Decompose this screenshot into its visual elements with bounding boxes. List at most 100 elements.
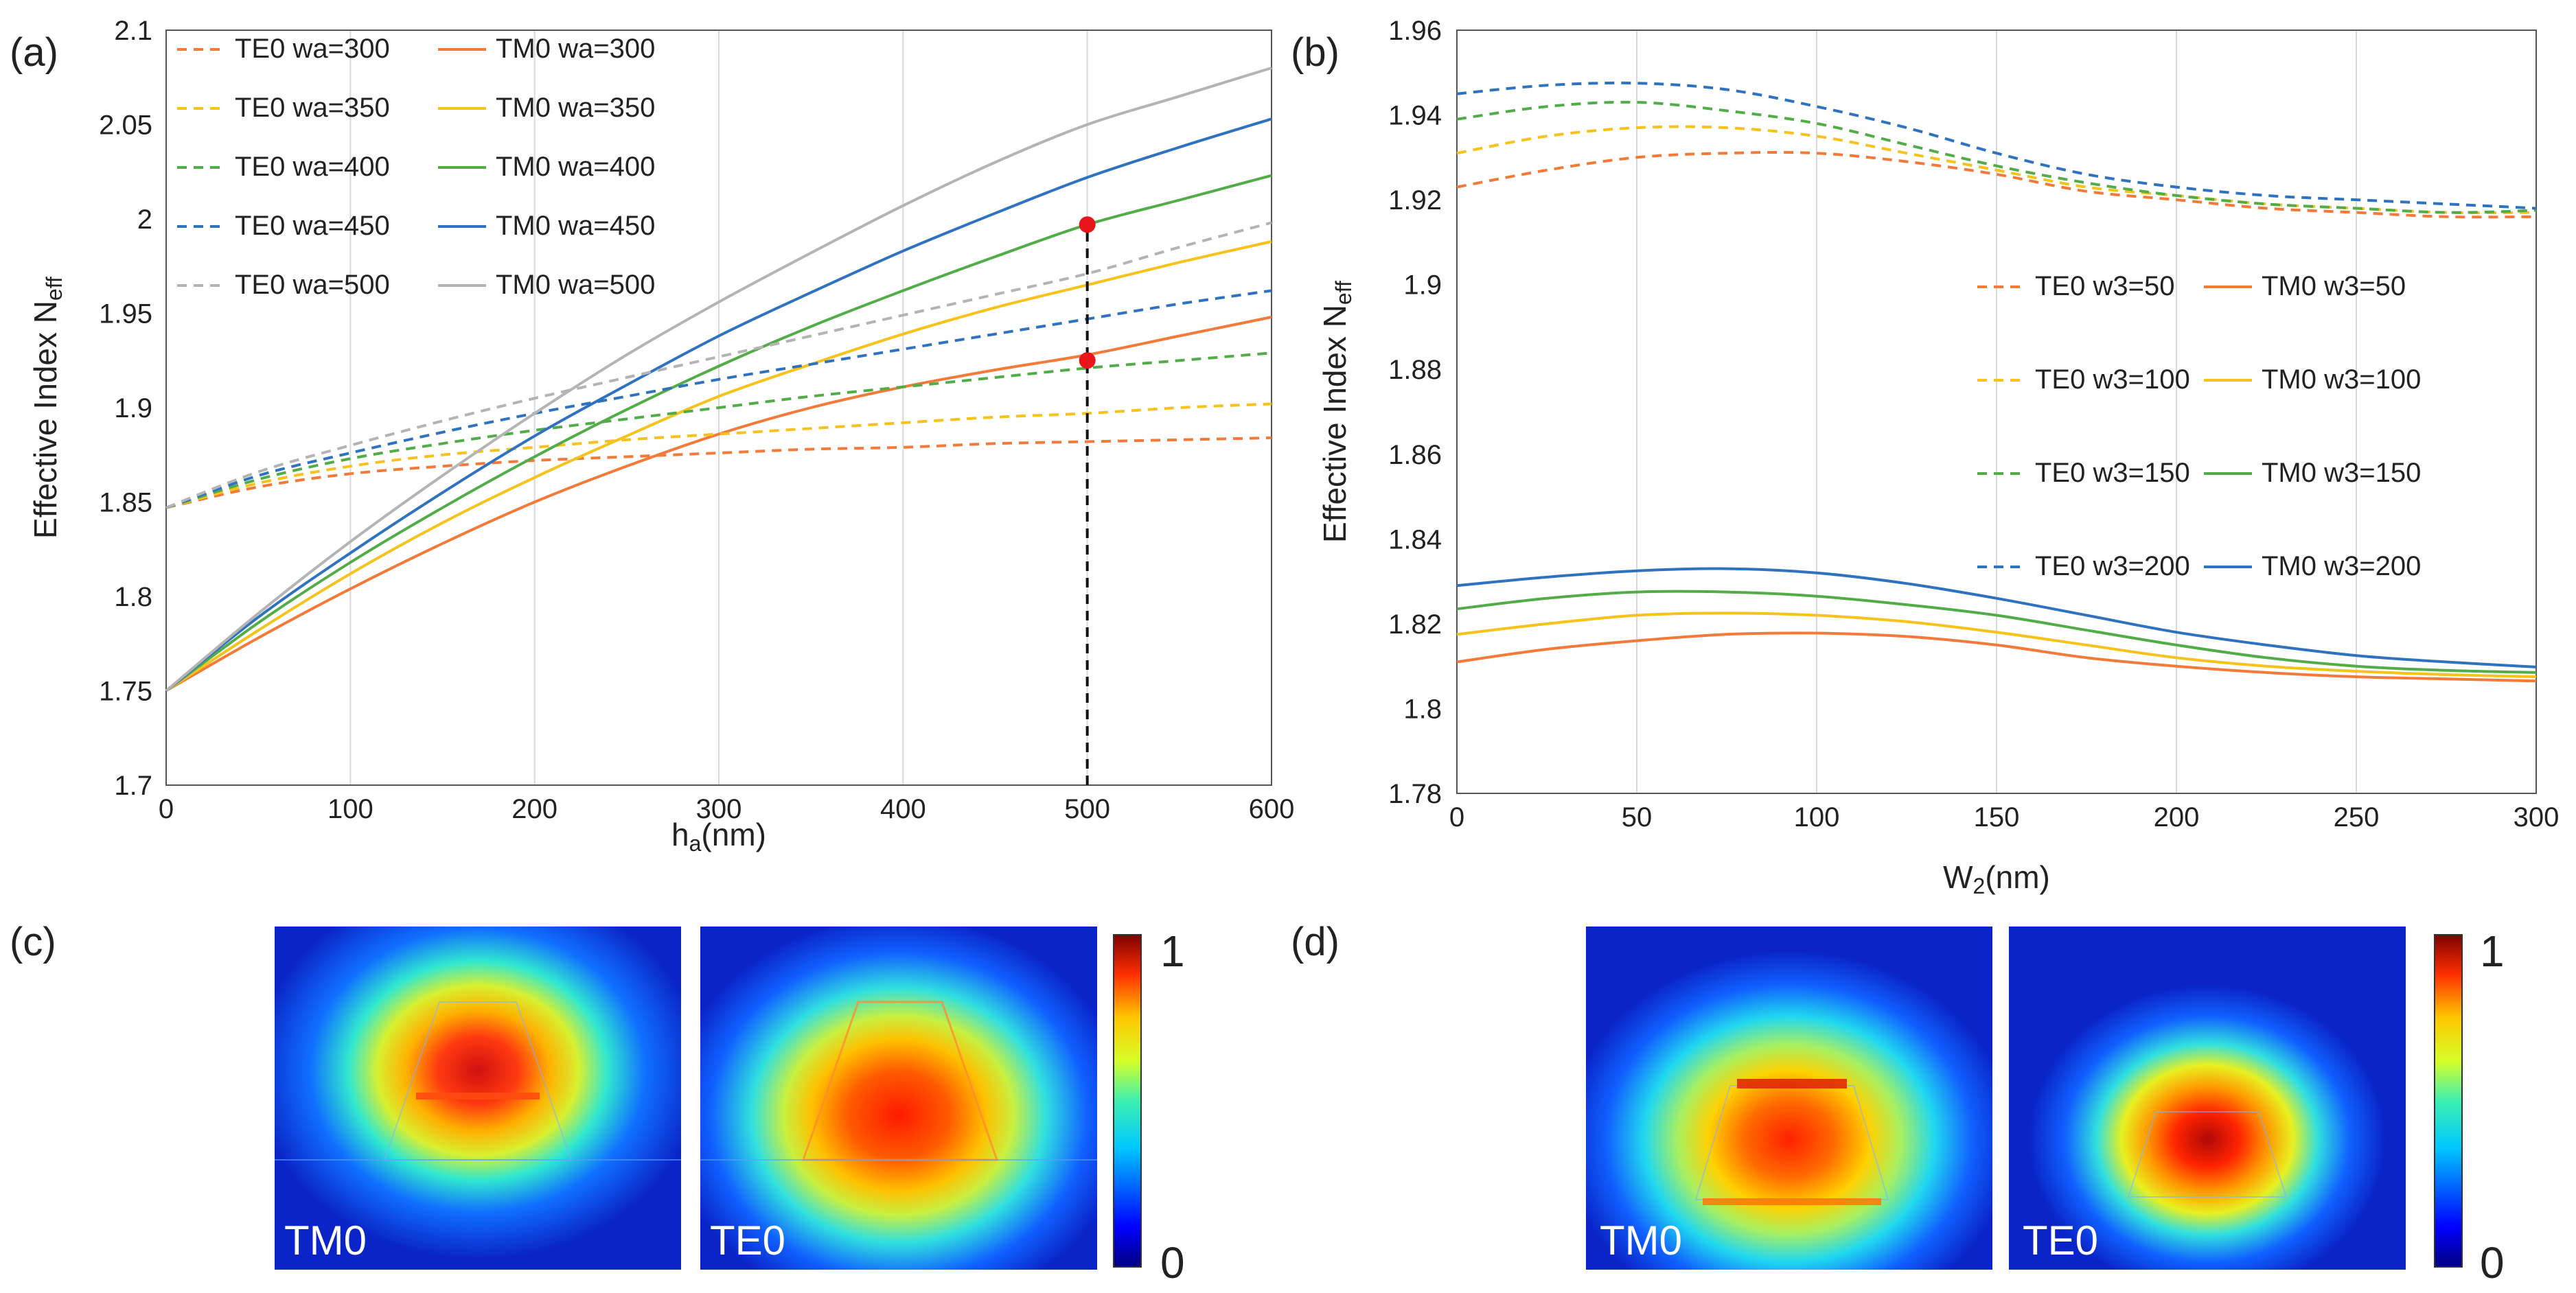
chart-b-xlabel-sub: 2 bbox=[1973, 874, 1986, 898]
chart-b-x-tick-label: 100 bbox=[1794, 802, 1840, 832]
chart-a-x-tick-label: 0 bbox=[159, 794, 174, 824]
legend-label: TE0 w3=100 bbox=[2035, 364, 2190, 395]
chart-a-y-tick-label: 1.95 bbox=[99, 299, 152, 329]
legend-label: TE0 w3=200 bbox=[2035, 551, 2190, 581]
chart-a-x-ticks: 0 100 200 300 400 500 600 bbox=[159, 794, 1295, 824]
chart-a-ylabel-sub: eff bbox=[42, 277, 67, 301]
series-line-te0-wa-400 bbox=[165, 351, 1272, 509]
legend-entry-te0-w3-200: TE0 w3=200 bbox=[1977, 551, 2190, 581]
legend-entry-tm0-w3-100: TM0 w3=100 bbox=[2204, 364, 2421, 395]
legend-label: TM0 wa=350 bbox=[496, 93, 655, 123]
legend-label: TE0 w3=50 bbox=[2035, 271, 2174, 301]
legend-label: TM0 w3=50 bbox=[2262, 271, 2406, 301]
chart-b-plot-frame bbox=[1456, 30, 2537, 794]
series-line-tm0-w3-100 bbox=[1456, 611, 2537, 679]
panel-letter-a: (a) bbox=[10, 30, 58, 75]
waveguide-outline-d-te0 bbox=[2127, 1111, 2288, 1198]
field-map-d-te0: TE0 bbox=[2009, 927, 2406, 1270]
chart-a-x-tick-label: 500 bbox=[1064, 794, 1110, 824]
chart-b-xlabel-main: W bbox=[1943, 859, 1973, 895]
chart-b-ylabel-main: Effective Index N bbox=[1317, 305, 1353, 543]
legend-label: TM0 w3=200 bbox=[2262, 551, 2421, 581]
mode-label-c-te0: TE0 bbox=[710, 1218, 785, 1263]
series-line-tm0-wa-500 bbox=[165, 67, 1272, 692]
chart-b-y-tick-label: 1.8 bbox=[1403, 694, 1442, 724]
chart-a-y-ticks: 1.7 1.75 1.8 1.85 1.9 1.95 2 2.05 2.1 bbox=[99, 16, 152, 801]
chart-a-plot-frame bbox=[165, 30, 1272, 786]
legend-entry-te0-wa-350: TE0 wa=350 bbox=[177, 93, 390, 123]
colorbar-c-max-label: 1 bbox=[1160, 927, 1185, 976]
chart-b: 0 50 100 150 200 250 300 1.781.81.821.841.861.… bbox=[1317, 16, 2559, 898]
legend-entry-te0-wa-400: TE0 wa=400 bbox=[177, 152, 390, 182]
chart-a-x-axis-label: ha(nm) bbox=[671, 817, 766, 856]
chart-b-y-ticks: 1.78 1.8 1.82 1.84 1.86 1.88 1.9 1.92 1.94 1.96 bbox=[1388, 16, 1442, 809]
panel-c-field-maps: TM0 TE0 1 0 bbox=[275, 927, 1185, 1288]
legend-label: TE0 wa=350 bbox=[235, 93, 390, 123]
chart-a-x-tick-label: 200 bbox=[511, 794, 557, 824]
legend-entry-te0-w3-100: TE0 w3=100 bbox=[1977, 364, 2190, 395]
chart-a-y-tick-label: 1.85 bbox=[99, 488, 152, 518]
legend-label: TM0 w3=150 bbox=[2262, 458, 2421, 488]
mode-label-c-tm0: TM0 bbox=[284, 1218, 367, 1263]
field-map-d-tm0: TM0 bbox=[1586, 927, 1992, 1270]
chart-b-x-tick-label: 250 bbox=[2334, 802, 2380, 832]
mode-label-d-te0: TE0 bbox=[2023, 1218, 2098, 1263]
chart-a-y-tick-label: 2.1 bbox=[114, 16, 152, 46]
chart-b-x-tick-label: 150 bbox=[1974, 802, 2020, 832]
legend-label: TE0 wa=400 bbox=[235, 152, 390, 182]
legend-label: TM0 wa=500 bbox=[496, 270, 655, 300]
legend-entry-tm0-wa-450: TM0 wa=450 bbox=[438, 211, 655, 241]
colorbar-c-gradient bbox=[1113, 934, 1142, 1268]
legend-entry-tm0-wa-500: TM0 wa=500 bbox=[438, 270, 655, 300]
chart-a-y-tick-label: 1.75 bbox=[99, 677, 152, 707]
legend-label: TE0 wa=300 bbox=[235, 34, 390, 64]
chart-b-x-tick-label: 300 bbox=[2514, 802, 2560, 832]
chart-a-y-tick-label: 2 bbox=[137, 205, 152, 235]
chart-b-x-tick-label: 50 bbox=[1622, 802, 1653, 832]
legend-entry-tm0-w3-200: TM0 w3=200 bbox=[2204, 551, 2421, 581]
mode-label-d-tm0: TM0 bbox=[1600, 1218, 1682, 1263]
chart-a-x-tick-label: 300 bbox=[696, 794, 742, 824]
colorbar-d-min-label: 0 bbox=[2480, 1238, 2505, 1288]
chart-a-y-tick-label: 1.9 bbox=[114, 393, 152, 423]
legend-label: TE0 wa=450 bbox=[235, 211, 390, 241]
colorbar-d-max-label: 1 bbox=[2480, 927, 2505, 976]
chart-a: 0 100 200 300 400 500 600 1.7 1.75 1.8 1.85 1.9 1.9… bbox=[27, 16, 1294, 856]
series-line-te0-w3-50 bbox=[1456, 150, 2537, 219]
chart-b-y-tick-label: 1.82 bbox=[1388, 609, 1442, 640]
legend-entry-tm0-w3-150: TM0 w3=150 bbox=[2204, 458, 2421, 488]
legend-entry-te0-wa-450: TE0 wa=450 bbox=[177, 211, 390, 241]
chart-a-y-tick-label: 1.8 bbox=[114, 582, 152, 612]
chart-a-y-tick-label: 1.7 bbox=[114, 771, 152, 801]
chart-b-x-tick-label: 0 bbox=[1449, 802, 1464, 832]
legend-entry-tm0-wa-350: TM0 wa=350 bbox=[438, 93, 655, 123]
legend-entry-tm0-w3-50: TM0 w3=50 bbox=[2204, 271, 2406, 301]
chart-b-y-tick-label: 1.86 bbox=[1388, 440, 1442, 470]
chart-b-y-tick-label: 1.84 bbox=[1388, 524, 1442, 555]
chart-b-legend: TE0 w3=50 TM0 w3=50 TE0 w3=100 TM0 w3=100 TE… bbox=[1977, 271, 2421, 581]
colorbar-c-min-label: 0 bbox=[1160, 1238, 1185, 1288]
field-map-c-tm0: TM0 bbox=[275, 927, 681, 1270]
legend-label: TE0 w3=150 bbox=[2035, 458, 2190, 488]
series-line-tm0-w3-150 bbox=[1456, 590, 2537, 674]
colorbar-c: 1 0 bbox=[1113, 927, 1185, 1288]
legend-entry-te0-w3-150: TE0 w3=150 bbox=[1977, 458, 2190, 488]
legend-label: TM0 wa=300 bbox=[496, 34, 655, 64]
legend-label: TM0 w3=100 bbox=[2262, 364, 2421, 395]
legend-entry-tm0-wa-400: TM0 wa=400 bbox=[438, 152, 655, 182]
top-band-d-tm0 bbox=[1737, 1079, 1847, 1088]
legend-entry-tm0-wa-300: TM0 wa=300 bbox=[438, 34, 655, 64]
legend-label: TM0 wa=450 bbox=[496, 211, 655, 241]
chart-a-xlabel-main: h bbox=[671, 817, 689, 852]
series-line-te0-wa-300 bbox=[165, 436, 1272, 509]
series-line-tm0-wa-450 bbox=[165, 117, 1272, 692]
chart-a-xlabel-sub: a bbox=[689, 831, 702, 856]
series-line-te0-w3-200 bbox=[1456, 81, 2537, 210]
legend-entry-te0-wa-300: TE0 wa=300 bbox=[177, 34, 390, 64]
chart-a-x-tick-label: 600 bbox=[1249, 794, 1295, 824]
chart-b-y-tick-label: 1.9 bbox=[1403, 270, 1442, 301]
chart-b-y-tick-label: 1.78 bbox=[1388, 779, 1442, 809]
series-line-tm0-w3-50 bbox=[1456, 631, 2537, 683]
chart-b-y-tick-label: 1.94 bbox=[1388, 101, 1442, 131]
